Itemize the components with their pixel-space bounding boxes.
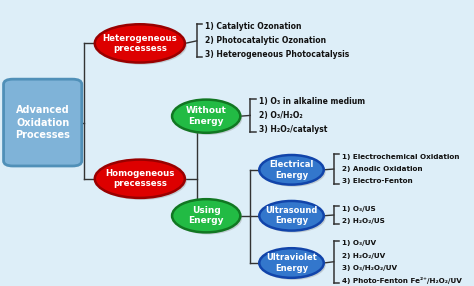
Ellipse shape [172, 100, 240, 133]
Text: 1) Electrochemical Oxidation: 1) Electrochemical Oxidation [342, 154, 460, 160]
Text: Homogeneous
precessess: Homogeneous precessess [105, 169, 174, 188]
Ellipse shape [97, 26, 187, 65]
Text: Ultrasound
Energy: Ultrasound Energy [265, 206, 318, 225]
FancyBboxPatch shape [3, 79, 82, 166]
Text: 1) O₃ in alkaline medium: 1) O₃ in alkaline medium [259, 97, 365, 106]
Ellipse shape [95, 24, 185, 63]
Text: 3) Electro-Fenton: 3) Electro-Fenton [342, 178, 413, 184]
Text: 1) O₃/US: 1) O₃/US [342, 206, 376, 212]
Text: Using
Energy: Using Energy [189, 206, 224, 225]
Ellipse shape [261, 203, 326, 233]
Text: Electrical
Energy: Electrical Energy [269, 160, 314, 180]
Text: 2) H₂O₂/UV: 2) H₂O₂/UV [342, 253, 385, 259]
Text: Ultraviolet
Energy: Ultraviolet Energy [266, 253, 317, 273]
Ellipse shape [174, 102, 242, 135]
Ellipse shape [97, 162, 187, 200]
Text: 4) Photo-Fenton Fe²⁺/H₂O₂/UV: 4) Photo-Fenton Fe²⁺/H₂O₂/UV [342, 277, 462, 284]
Text: 3) Heterogeneous Photocatalysis: 3) Heterogeneous Photocatalysis [205, 50, 349, 59]
Ellipse shape [261, 250, 326, 280]
Text: 3) O₃/H₂O₂/UV: 3) O₃/H₂O₂/UV [342, 265, 397, 271]
Ellipse shape [259, 155, 324, 185]
Text: Without
Energy: Without Energy [186, 106, 227, 126]
Ellipse shape [95, 160, 185, 198]
Text: Advanced
Oxidation
Processes: Advanced Oxidation Processes [15, 105, 70, 140]
Text: 1) O₃/UV: 1) O₃/UV [342, 240, 376, 246]
Text: 2) O₃/H₂O₂: 2) O₃/H₂O₂ [259, 111, 302, 120]
Ellipse shape [174, 201, 242, 235]
Text: 3) H₂O₂/catalyst: 3) H₂O₂/catalyst [259, 125, 327, 134]
Ellipse shape [261, 157, 326, 187]
Ellipse shape [259, 248, 324, 278]
Ellipse shape [172, 199, 240, 232]
Text: Heterogeneous
precessess: Heterogeneous precessess [102, 34, 177, 53]
Text: 1) Catalytic Ozonation: 1) Catalytic Ozonation [205, 22, 302, 31]
Text: 2) Photocatalytic Ozonation: 2) Photocatalytic Ozonation [205, 36, 327, 45]
Text: 2) Anodic Oxidation: 2) Anodic Oxidation [342, 166, 423, 172]
Ellipse shape [259, 201, 324, 231]
Text: 2) H₂O₂/US: 2) H₂O₂/US [342, 218, 385, 224]
